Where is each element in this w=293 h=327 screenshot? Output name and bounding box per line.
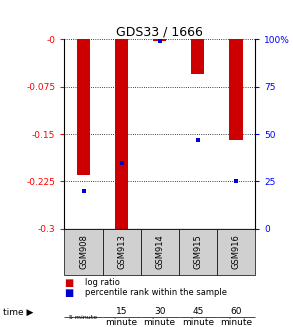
Text: ■: ■ [64, 278, 74, 288]
Text: GSM916: GSM916 [231, 234, 240, 269]
Bar [103, 229, 141, 275]
Text: 15
minute: 15 minute [105, 307, 138, 327]
Text: ■: ■ [64, 288, 74, 298]
Text: GSM913: GSM913 [117, 234, 126, 269]
Bar [153, 39, 166, 41]
Bar [77, 39, 90, 175]
Title: GDS33 / 1666: GDS33 / 1666 [116, 25, 203, 38]
Text: GSM915: GSM915 [193, 234, 202, 269]
Bar [115, 39, 128, 232]
Text: 30
minute: 30 minute [144, 307, 176, 327]
Bar [217, 229, 255, 275]
Text: 45
minute: 45 minute [182, 307, 214, 327]
Text: GSM914: GSM914 [155, 234, 164, 269]
Text: time ▶: time ▶ [3, 308, 33, 317]
Bar [64, 229, 103, 275]
Text: log ratio: log ratio [85, 278, 120, 287]
Bar [229, 39, 243, 140]
Text: GSM908: GSM908 [79, 234, 88, 269]
Bar [179, 229, 217, 275]
Text: 5 minute: 5 minute [69, 315, 98, 320]
Text: 60
minute: 60 minute [220, 307, 252, 327]
Bar [191, 39, 205, 74]
Bar [141, 229, 179, 275]
Text: percentile rank within the sample: percentile rank within the sample [85, 288, 227, 297]
